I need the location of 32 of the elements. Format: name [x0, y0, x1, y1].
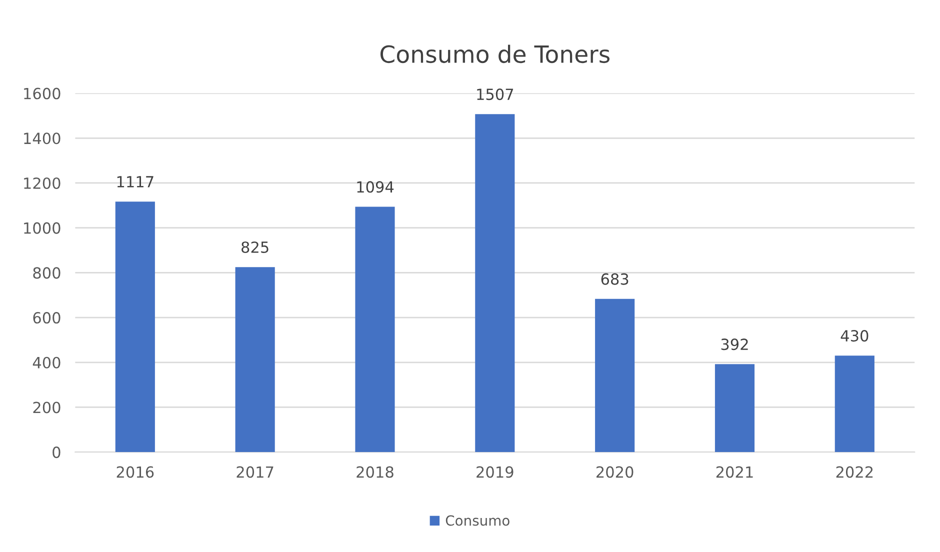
bar: [475, 114, 515, 452]
data-label: 1117: [117, 176, 154, 188]
bar: [714, 364, 755, 452]
bar: [595, 298, 635, 452]
data-label: 392: [721, 338, 748, 350]
x-tick-label: 2016: [116, 466, 154, 478]
x-tick-label: 2019: [476, 466, 514, 478]
x-tick-label: 2020: [596, 466, 634, 478]
x-tick-label: 2018: [356, 466, 394, 478]
y-tick-label: 400: [32, 356, 60, 368]
y-tick-label: 1200: [24, 177, 60, 190]
bar: [355, 206, 395, 452]
y-tick-label: 600: [33, 312, 60, 324]
chart-title: Consumo de Toners: [380, 44, 610, 64]
bar: [115, 202, 155, 452]
y-tick-label: 1400: [24, 132, 60, 144]
legend-label: Consumo: [446, 515, 510, 526]
data-label: 430: [840, 330, 868, 342]
bar: [834, 356, 874, 452]
y-tick-label: 200: [33, 402, 60, 414]
data-label: 683: [601, 273, 628, 285]
x-tick-label: 2017: [236, 466, 274, 478]
x-tick-label: 2022: [836, 466, 873, 478]
y-tick-label: 1600: [24, 88, 60, 100]
data-label: 1094: [357, 181, 394, 193]
y-tick-label: 0: [52, 446, 60, 458]
y-tick-label: 800: [33, 267, 60, 279]
bar: [235, 267, 275, 452]
x-tick-label: 2021: [716, 466, 753, 478]
data-label: 825: [242, 241, 268, 254]
data-label: 1507: [477, 88, 514, 100]
y-tick-label: 1000: [24, 222, 60, 234]
